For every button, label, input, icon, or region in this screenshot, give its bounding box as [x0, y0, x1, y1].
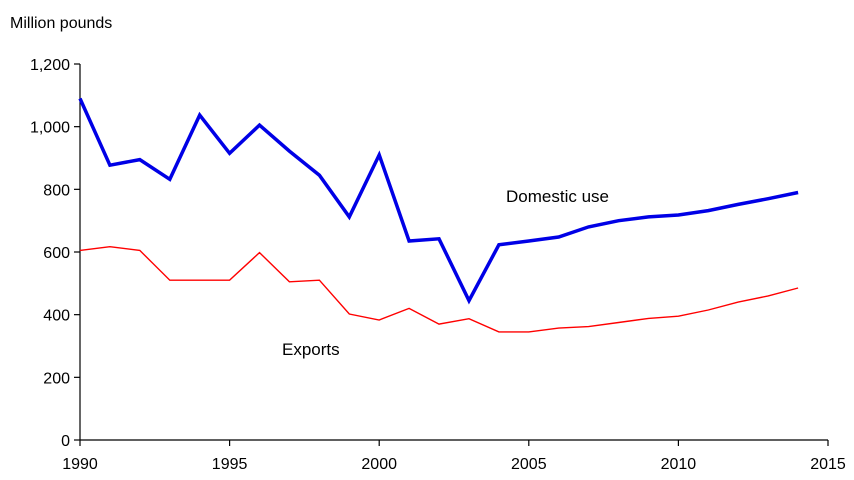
y-tick-label: 0 — [61, 433, 70, 450]
y-tick-label: 1,200 — [30, 57, 70, 74]
x-tick-label: 2015 — [810, 456, 846, 473]
series-line-domestic-use — [78, 97, 799, 305]
series-label-exports: Exports — [282, 340, 340, 359]
y-tick-label: 600 — [43, 245, 70, 262]
x-tick-label: 2000 — [361, 456, 397, 473]
series-line-exports — [79, 245, 799, 333]
y-tick-label: 800 — [43, 182, 70, 199]
axes: 0 200 400 600 800 1,000 1,200 1990 1995 2000 2005 2… — [30, 57, 846, 473]
y-tick-label: 400 — [43, 308, 70, 325]
x-tick-label: 1995 — [212, 456, 248, 473]
x-tick-label: 1990 — [62, 456, 98, 473]
x-tick-label: 2005 — [511, 456, 547, 473]
y-unit-label: Million pounds — [10, 15, 112, 32]
series-label-domestic-use: Domestic use — [506, 187, 609, 206]
y-tick-label: 1,000 — [30, 120, 70, 137]
x-tick-label: 2010 — [661, 456, 697, 473]
y-tick-label: 200 — [43, 370, 70, 387]
series-layer — [78, 97, 799, 333]
